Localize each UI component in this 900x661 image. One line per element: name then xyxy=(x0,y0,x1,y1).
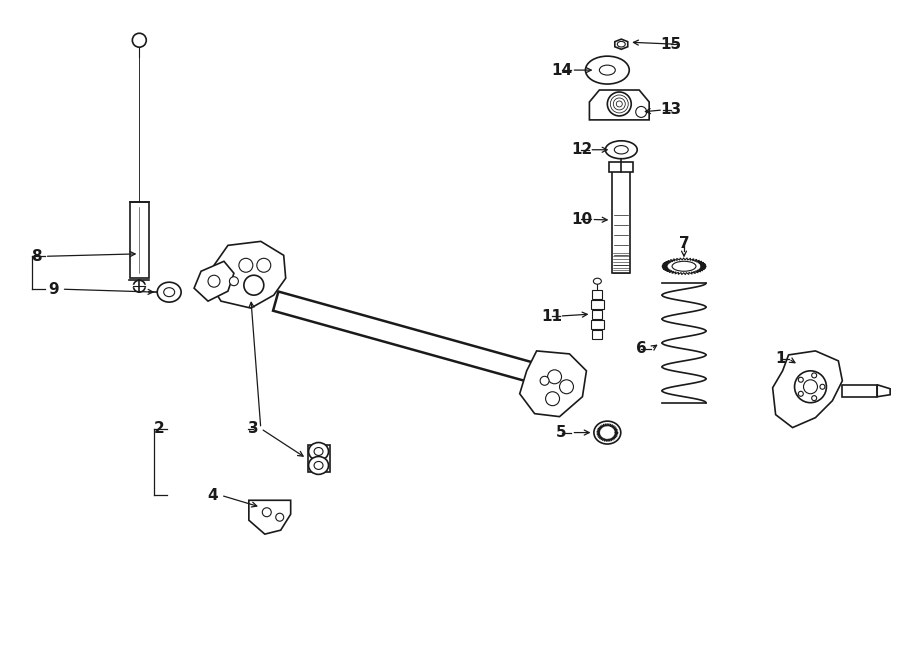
Bar xyxy=(130,202,148,278)
Text: 9: 9 xyxy=(49,282,59,297)
Bar xyxy=(609,162,634,172)
Text: 11: 11 xyxy=(541,309,562,324)
Bar xyxy=(842,385,878,397)
Text: 5: 5 xyxy=(556,425,567,440)
Circle shape xyxy=(133,280,145,292)
Ellipse shape xyxy=(309,442,328,461)
Bar xyxy=(591,320,604,329)
Ellipse shape xyxy=(615,145,628,154)
Circle shape xyxy=(820,384,825,389)
Ellipse shape xyxy=(635,106,647,118)
Text: 3: 3 xyxy=(248,421,258,436)
Circle shape xyxy=(545,392,560,406)
Ellipse shape xyxy=(314,461,323,469)
Circle shape xyxy=(132,33,147,47)
Text: 2: 2 xyxy=(154,421,165,436)
Circle shape xyxy=(798,377,804,382)
Circle shape xyxy=(256,258,271,272)
Ellipse shape xyxy=(672,261,696,271)
Circle shape xyxy=(560,380,573,394)
Ellipse shape xyxy=(314,447,323,455)
Text: 4: 4 xyxy=(208,488,219,503)
Bar xyxy=(592,290,602,299)
Bar xyxy=(592,330,602,339)
Text: 7: 7 xyxy=(679,236,689,251)
Text: 13: 13 xyxy=(661,102,681,118)
Text: 10: 10 xyxy=(571,212,592,227)
Polygon shape xyxy=(211,241,285,308)
Polygon shape xyxy=(878,385,890,397)
Polygon shape xyxy=(519,351,587,416)
Circle shape xyxy=(262,508,271,517)
Circle shape xyxy=(208,275,220,287)
Ellipse shape xyxy=(616,101,622,107)
Circle shape xyxy=(812,396,816,401)
Circle shape xyxy=(804,380,817,394)
Polygon shape xyxy=(615,39,627,50)
Bar xyxy=(612,167,630,273)
Bar xyxy=(592,310,602,319)
Circle shape xyxy=(795,371,826,403)
Bar xyxy=(308,444,329,473)
Text: 14: 14 xyxy=(551,63,572,77)
Ellipse shape xyxy=(594,421,621,444)
Ellipse shape xyxy=(613,98,626,110)
Ellipse shape xyxy=(610,95,628,113)
Circle shape xyxy=(275,513,284,521)
Bar xyxy=(591,300,604,309)
Text: 12: 12 xyxy=(571,142,592,157)
Polygon shape xyxy=(273,292,539,383)
Polygon shape xyxy=(248,500,291,534)
Polygon shape xyxy=(194,261,234,301)
Ellipse shape xyxy=(593,278,601,284)
Ellipse shape xyxy=(617,42,626,47)
Text: 1: 1 xyxy=(776,352,786,366)
Text: 6: 6 xyxy=(635,342,646,356)
Ellipse shape xyxy=(164,288,175,297)
Ellipse shape xyxy=(599,65,616,75)
Ellipse shape xyxy=(309,457,328,475)
Text: 8: 8 xyxy=(32,249,42,264)
Ellipse shape xyxy=(158,282,181,302)
Ellipse shape xyxy=(585,56,629,84)
Circle shape xyxy=(812,373,816,378)
Circle shape xyxy=(547,370,562,384)
Circle shape xyxy=(238,258,253,272)
Text: 15: 15 xyxy=(661,37,681,52)
Polygon shape xyxy=(772,351,842,428)
Ellipse shape xyxy=(608,92,631,116)
Ellipse shape xyxy=(606,141,637,159)
Circle shape xyxy=(540,376,549,385)
Circle shape xyxy=(230,277,238,286)
Polygon shape xyxy=(590,90,649,120)
Circle shape xyxy=(244,275,264,295)
Circle shape xyxy=(798,391,804,397)
